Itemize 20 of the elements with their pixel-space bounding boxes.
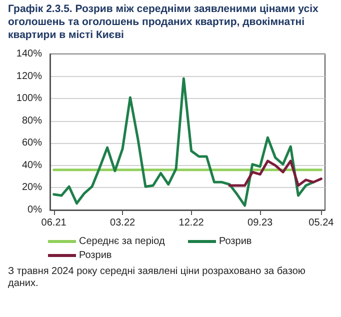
x-tick-label: 09.23 [248,218,274,228]
line-series [228,160,322,187]
legend-label: Розрив [79,250,112,260]
text: З травня 2024 року середні заявлені ціни розраховано за базою даних. [7,265,306,290]
y-tick-label: 120% [16,70,42,82]
chart-title: Графік 2.3.5. Розрив між середніми заявленими цінами усіх оголошень та оголошень проданих квартир, двокімнатні квартири в місті Києві [7,2,320,42]
y-tick-label: 0% [28,204,42,216]
y-tick-label: 140% [16,48,42,60]
x-tick-label: 06.21 [41,218,67,228]
y-tick-label: 20% [22,182,42,194]
x-tick-label: 12.22 [178,218,204,228]
legend-label: Середнє за період [79,236,165,246]
line-series [52,77,315,207]
x-tick-label: 05.24 [308,218,334,228]
y-tick-label: 100% [16,93,42,104]
y-tick-label: 80% [22,115,42,126]
legend-label: Розрив [219,236,252,246]
y-tick-label: 60% [22,138,42,149]
x-tick-label: 03.22 [110,218,136,228]
y-tick-label: 40% [22,160,42,171]
